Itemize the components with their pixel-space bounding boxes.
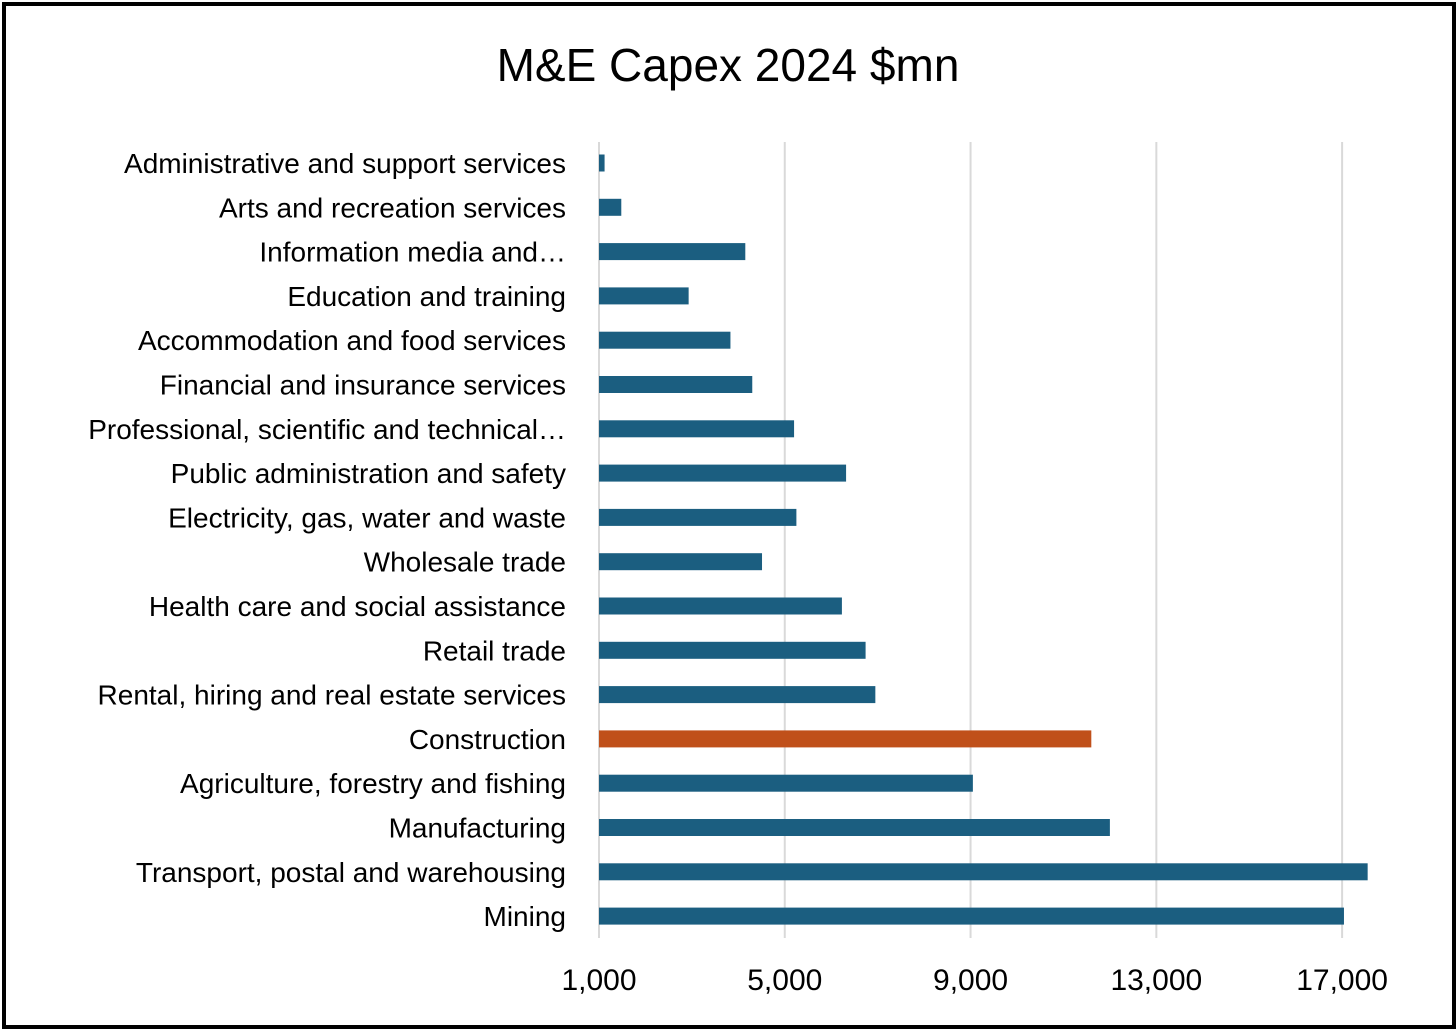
- bar: [599, 198, 622, 216]
- category-label: Public administration and safety: [171, 458, 566, 489]
- category-label: Construction: [409, 724, 566, 755]
- category-label: Health care and social assistance: [149, 591, 566, 622]
- category-label: Manufacturing: [389, 813, 566, 844]
- category-label: Education and training: [287, 281, 566, 312]
- bars: [599, 154, 1368, 925]
- bar: [599, 508, 797, 526]
- x-tick-label: 5,000: [747, 964, 822, 997]
- bar: [599, 287, 689, 305]
- bar: [599, 376, 753, 393]
- category-label: Accommodation and food services: [138, 325, 566, 356]
- bar: [599, 686, 876, 704]
- category-label: Transport, postal and warehousing: [136, 857, 566, 888]
- bar: [599, 154, 605, 172]
- gridlines: [598, 142, 1344, 938]
- chart-title: M&E Capex 2024 $mn: [496, 39, 960, 91]
- bar: [599, 819, 1110, 836]
- bar: [599, 730, 1092, 748]
- category-labels: Administrative and support services Arts …: [88, 148, 566, 932]
- bar: [599, 420, 795, 438]
- bar: [599, 774, 973, 792]
- x-tick-label: 17,000: [1296, 964, 1388, 997]
- category-label: Financial and insurance services: [160, 370, 566, 401]
- category-label: Agriculture, forestry and fishing: [180, 768, 566, 799]
- bar: [599, 907, 1344, 925]
- category-label: Mining: [484, 901, 566, 932]
- bar: [599, 464, 847, 482]
- category-label: Professional, scientific and technical…: [88, 414, 566, 445]
- bar: [599, 243, 746, 261]
- bar: [599, 863, 1368, 881]
- bar: [599, 331, 731, 349]
- category-label: Wholesale trade: [364, 547, 566, 578]
- x-tick-label: 9,000: [933, 964, 1008, 997]
- category-label: Electricity, gas, water and waste: [168, 502, 566, 533]
- x-tick-label: 13,000: [1110, 964, 1202, 997]
- bar: [599, 597, 842, 615]
- bar: [599, 641, 866, 659]
- x-axis-ticks: 1,000 5,000 9,000 13,000 17,000: [561, 964, 1388, 997]
- category-label: Rental, hiring and real estate services: [98, 680, 566, 711]
- category-label: Arts and recreation services: [219, 192, 566, 223]
- bar: [599, 553, 763, 571]
- category-label: Administrative and support services: [124, 148, 566, 179]
- category-label: Information media and…: [259, 237, 566, 268]
- category-label: Retail trade: [423, 635, 566, 666]
- x-tick-label: 1,000: [561, 964, 636, 997]
